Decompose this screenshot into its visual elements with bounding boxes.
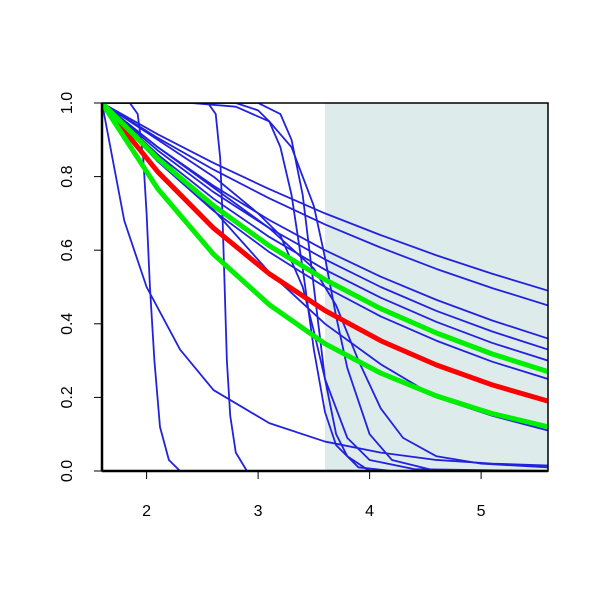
series-line xyxy=(102,103,548,471)
y-tick-label: 0.2 xyxy=(59,386,76,408)
series-line xyxy=(102,103,548,375)
series-line xyxy=(102,103,548,471)
y-tick-label: 0.6 xyxy=(59,239,76,261)
y-tick-label: 0.8 xyxy=(59,165,76,187)
series-line xyxy=(102,103,548,380)
y-tick-label: 1.0 xyxy=(59,92,76,114)
x-tick-label: 4 xyxy=(365,503,374,520)
series-line xyxy=(102,103,548,307)
lines xyxy=(102,103,548,471)
series-line xyxy=(102,103,548,404)
series-line xyxy=(102,103,548,471)
x-tick-label: 3 xyxy=(254,503,263,520)
y-tick-label: 0.0 xyxy=(59,460,76,482)
series-line xyxy=(102,103,548,471)
series-line xyxy=(102,103,548,340)
x-tick-label: 5 xyxy=(477,503,486,520)
series-line xyxy=(102,103,548,351)
x-tick-label: 2 xyxy=(142,503,151,520)
series-line xyxy=(102,103,548,430)
y-tick-label: 0.4 xyxy=(59,313,76,335)
series-line xyxy=(102,103,548,362)
series-line xyxy=(102,103,548,469)
series-line xyxy=(102,103,548,292)
series-line xyxy=(102,103,548,467)
